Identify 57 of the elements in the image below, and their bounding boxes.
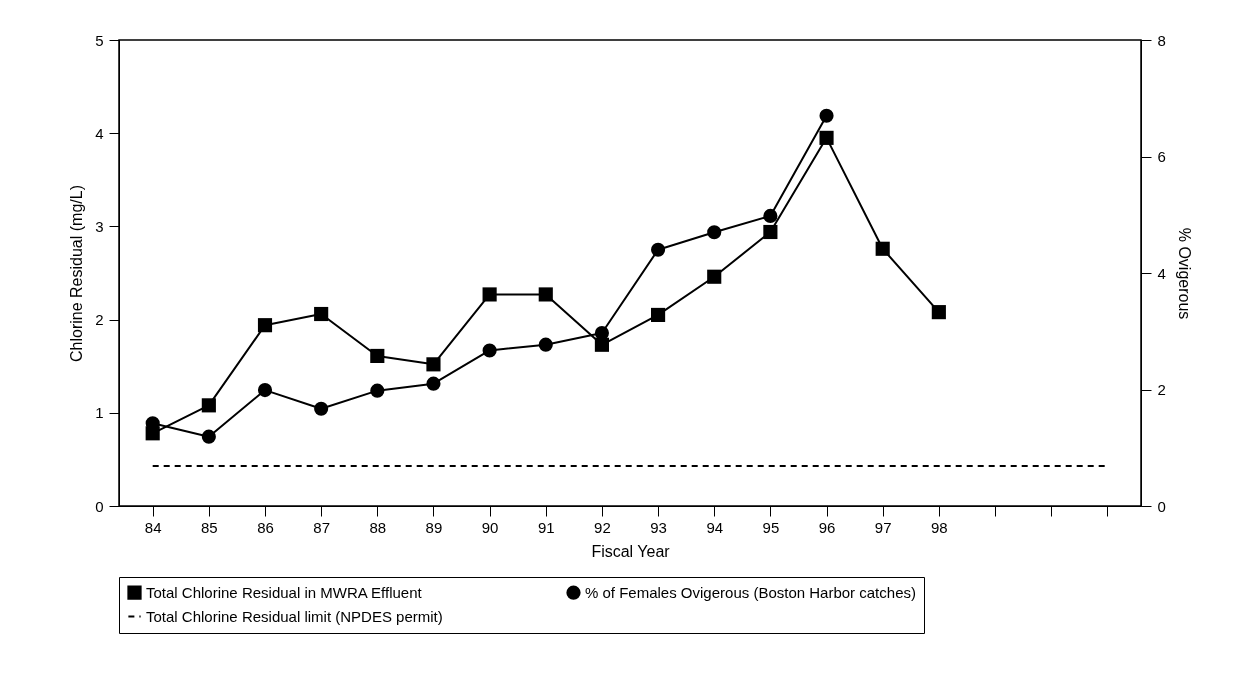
y-tick-label: 3: [95, 217, 104, 235]
x-tick-label: 97: [874, 518, 892, 536]
point: [651, 307, 666, 323]
y2-tick-label: 0: [1157, 497, 1166, 515]
point: [707, 269, 722, 284]
point: [819, 130, 834, 145]
point: [314, 401, 329, 416]
legend-label: % of Females Ovigerous (Boston Harbor catches): [585, 583, 916, 601]
point: [763, 208, 778, 223]
y2-tick-label: 6: [1157, 148, 1166, 165]
point: [201, 429, 216, 444]
y2-tick-label: 2: [1157, 381, 1166, 398]
point: [426, 376, 441, 391]
y-axis-title: Chlorine Residual (mg/L): [68, 185, 86, 362]
x-tick-label: 86: [257, 518, 274, 536]
point: [426, 357, 441, 372]
point: [370, 383, 385, 398]
point: [707, 225, 722, 240]
x-tick-label: 85: [201, 518, 218, 536]
legend-label: Total Chlorine Residual in MWRA Effluent: [146, 583, 423, 601]
point: [482, 343, 497, 358]
x-tick-label: 87: [313, 518, 330, 536]
point: [538, 287, 553, 302]
point: [931, 305, 946, 320]
point: [763, 224, 778, 240]
y-tick-label: 2: [95, 311, 104, 329]
point: [314, 306, 329, 322]
point: [594, 337, 609, 352]
x-axis-title: Fiscal Year: [591, 542, 671, 560]
y-tick-label: 4: [95, 124, 104, 142]
x-tick-label: 95: [762, 518, 780, 536]
x-tick-label: 84: [144, 518, 162, 536]
x-tick-label: 93: [650, 518, 667, 536]
x-tick-label: 94: [706, 518, 724, 536]
point: [651, 242, 666, 257]
point: [538, 337, 553, 352]
x-tick-label: 88: [369, 518, 387, 536]
point: [482, 287, 497, 302]
y2-axis-title: % Ovigerous: [1175, 227, 1193, 320]
x-tick-label: 91: [537, 518, 555, 536]
x-tick-label: 89: [425, 518, 443, 536]
y2-tick-label: 8: [1157, 31, 1166, 49]
point: [819, 108, 834, 123]
point: [370, 348, 385, 364]
y-tick-label: 1: [95, 404, 104, 422]
x-tick-label: 96: [818, 518, 836, 536]
y-tick-label: 5: [95, 31, 104, 49]
y-tick-label: 0: [95, 497, 104, 515]
point: [201, 398, 216, 413]
x-tick-label: 92: [594, 518, 611, 536]
y2-tick-label: 4: [1157, 264, 1166, 282]
legend-label: Total Chlorine Residual limit (NPDES permit): [146, 607, 443, 625]
point: [257, 383, 273, 398]
point: [875, 241, 890, 256]
x-tick-label: 98: [931, 518, 948, 536]
x-tick-label: 90: [481, 518, 499, 536]
point: [257, 318, 273, 333]
